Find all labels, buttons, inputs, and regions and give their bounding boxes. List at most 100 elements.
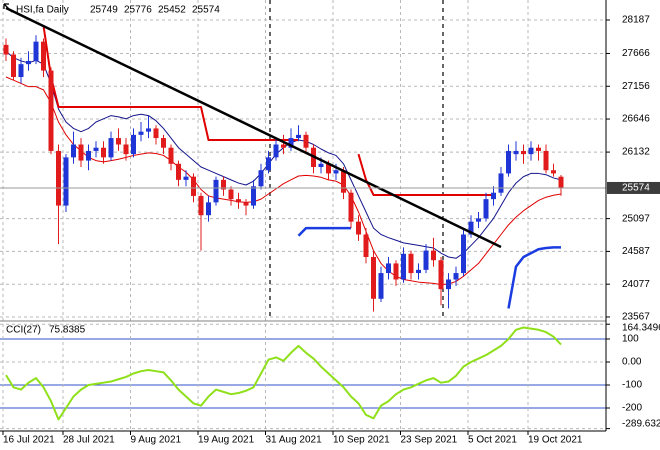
- candle-body: [71, 144, 76, 158]
- candle-body: [221, 179, 226, 190]
- candle-body: [168, 147, 174, 164]
- candle-body: [506, 150, 511, 174]
- candle-body: [101, 147, 106, 158]
- x-tick-label: 9 Aug 2021: [131, 435, 182, 446]
- candle-body: [326, 163, 331, 174]
- y-tick-label: 26646: [622, 114, 650, 125]
- candle-body: [273, 144, 279, 158]
- candle-body: [498, 173, 504, 193]
- candle-body: [251, 186, 256, 206]
- cci-y-tick-label: -200: [622, 403, 642, 414]
- candle-body: [296, 134, 301, 139]
- header-low: 25452: [158, 5, 186, 16]
- candle-body: [18, 64, 24, 78]
- candle-body: [341, 170, 346, 193]
- y-tick-label: 24077: [622, 279, 650, 290]
- y-tick-label: 23567: [622, 312, 650, 323]
- candle-body: [491, 192, 496, 200]
- indicator-value: 75.8385: [49, 325, 86, 336]
- candle-body: [78, 144, 84, 161]
- candle-body: [483, 199, 489, 219]
- cci-y-tick-label: -100: [622, 380, 642, 391]
- candle-body: [558, 176, 564, 188]
- overlay-line: [5, 76, 562, 286]
- candle-body: [521, 150, 526, 155]
- candle-body: [86, 150, 91, 161]
- candle-body: [108, 138, 114, 158]
- candle-body: [138, 131, 144, 135]
- candle-body: [191, 176, 196, 196]
- candle-body: [153, 128, 159, 139]
- candle-body: [56, 150, 61, 206]
- candle-body: [318, 163, 324, 168]
- candle-body: [348, 192, 354, 222]
- header-icon: [3, 3, 13, 13]
- candle-body: [333, 170, 339, 174]
- current-price-box: [607, 181, 660, 194]
- candle-body: [11, 54, 16, 78]
- candle-body: [453, 273, 459, 280]
- candle-body: [26, 60, 31, 65]
- x-tick-label: 28 Jul 2021: [63, 435, 115, 446]
- overlay-line: [357, 153, 494, 196]
- candle-body: [401, 253, 406, 280]
- x-tick-label: 16 Jul 2021: [3, 435, 55, 446]
- header-high: 25776: [124, 5, 152, 16]
- overlay-line: [42, 25, 299, 142]
- grid-layer: [0, 0, 610, 435]
- candle-body: [93, 147, 99, 151]
- cci-y-tick-label: 0.00: [622, 357, 642, 368]
- candle-body: [176, 163, 181, 180]
- marks-layer: [0, 6, 606, 421]
- header-close: 25574: [192, 5, 220, 16]
- x-tick-label: 5 Oct 2021: [468, 435, 517, 446]
- candle-body: [303, 134, 309, 148]
- candle-body: [243, 202, 249, 206]
- x-tick-label: 19 Aug 2021: [198, 435, 255, 446]
- cci-y-tick-label: 100: [622, 334, 639, 345]
- cci-y-tick-label: 164.3496: [622, 323, 660, 334]
- y-tick-label: 25097: [622, 213, 650, 224]
- candle-body: [48, 70, 54, 151]
- candle-body: [386, 263, 391, 274]
- candle-body: [161, 138, 166, 148]
- candle-body: [423, 250, 429, 270]
- x-tick-label: 10 Sep 2021: [333, 435, 390, 446]
- candle-body: [393, 263, 399, 280]
- candle-body: [63, 157, 69, 206]
- header-open: 25749: [90, 5, 118, 16]
- candle-body: [476, 218, 481, 222]
- current-price-label: 25574: [622, 183, 650, 194]
- candle-body: [116, 138, 121, 145]
- x-tick-label: 19 Oct 2021: [528, 435, 583, 446]
- candle-body: [288, 138, 294, 148]
- cci-line: [5, 326, 562, 421]
- candle-body: [228, 189, 234, 200]
- overlay-line: [297, 226, 351, 237]
- indicator-name: CCI(27): [6, 325, 41, 336]
- candle-body: [236, 199, 241, 203]
- x-tick-label: 23 Sep 2021: [401, 435, 458, 446]
- candle-body: [131, 134, 136, 155]
- candle-body: [146, 128, 151, 132]
- candle-body: [356, 221, 361, 235]
- candle-body: [3, 44, 9, 55]
- overlay-line: [507, 246, 561, 309]
- y-tick-label: 28187: [622, 15, 650, 26]
- candle-body: [461, 234, 466, 274]
- candle-body: [408, 253, 414, 274]
- text-layer: HSI,fa Daily 25749 25776 25452 25574 CCI…: [3, 3, 660, 446]
- candle-body: [468, 221, 474, 235]
- candle-body: [416, 269, 421, 274]
- y-tick-label: 27156: [622, 81, 650, 92]
- candle-body: [543, 150, 549, 171]
- trend-line: [5, 6, 502, 249]
- candle-body: [528, 147, 534, 155]
- candle-body: [206, 202, 211, 216]
- candle-body: [198, 195, 204, 216]
- candle-body: [536, 147, 541, 151]
- candle-body: [266, 157, 271, 171]
- candle-body: [33, 41, 39, 61]
- candle-body: [438, 260, 444, 290]
